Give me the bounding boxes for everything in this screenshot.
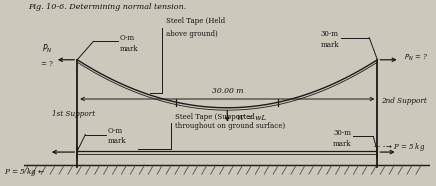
Text: Steel Tape (Supported: Steel Tape (Supported xyxy=(174,113,254,121)
Text: $P_N$: $P_N$ xyxy=(42,43,53,55)
Text: W = wL: W = wL xyxy=(238,114,267,122)
Text: mark: mark xyxy=(333,140,351,148)
Text: $P_N$ = ?: $P_N$ = ? xyxy=(404,53,428,63)
Text: O-m: O-m xyxy=(120,34,135,42)
Text: - - -$\rightarrow$P = 5 kg: - - -$\rightarrow$P = 5 kg xyxy=(373,141,426,153)
Text: 30.00 m: 30.00 m xyxy=(211,87,243,95)
Text: mark: mark xyxy=(320,41,339,49)
Text: 1st Support: 1st Support xyxy=(51,110,95,118)
Text: Steel Tape (Held: Steel Tape (Held xyxy=(167,17,225,25)
Text: throughout on ground surface): throughout on ground surface) xyxy=(174,122,285,130)
Text: 30-m: 30-m xyxy=(321,30,339,38)
Text: O-m: O-m xyxy=(108,127,123,135)
Text: Fig. 10-6. Determining normal tension.: Fig. 10-6. Determining normal tension. xyxy=(28,4,187,12)
Text: 30-m: 30-m xyxy=(333,129,351,137)
Text: mark: mark xyxy=(120,45,138,53)
Text: 2nd Support: 2nd Support xyxy=(382,97,427,105)
Text: above ground): above ground) xyxy=(167,30,218,38)
Text: P = 5 kg$\leftarrow$: P = 5 kg$\leftarrow$ xyxy=(4,166,45,178)
Text: mark: mark xyxy=(108,137,126,145)
Text: = ?: = ? xyxy=(41,60,53,68)
